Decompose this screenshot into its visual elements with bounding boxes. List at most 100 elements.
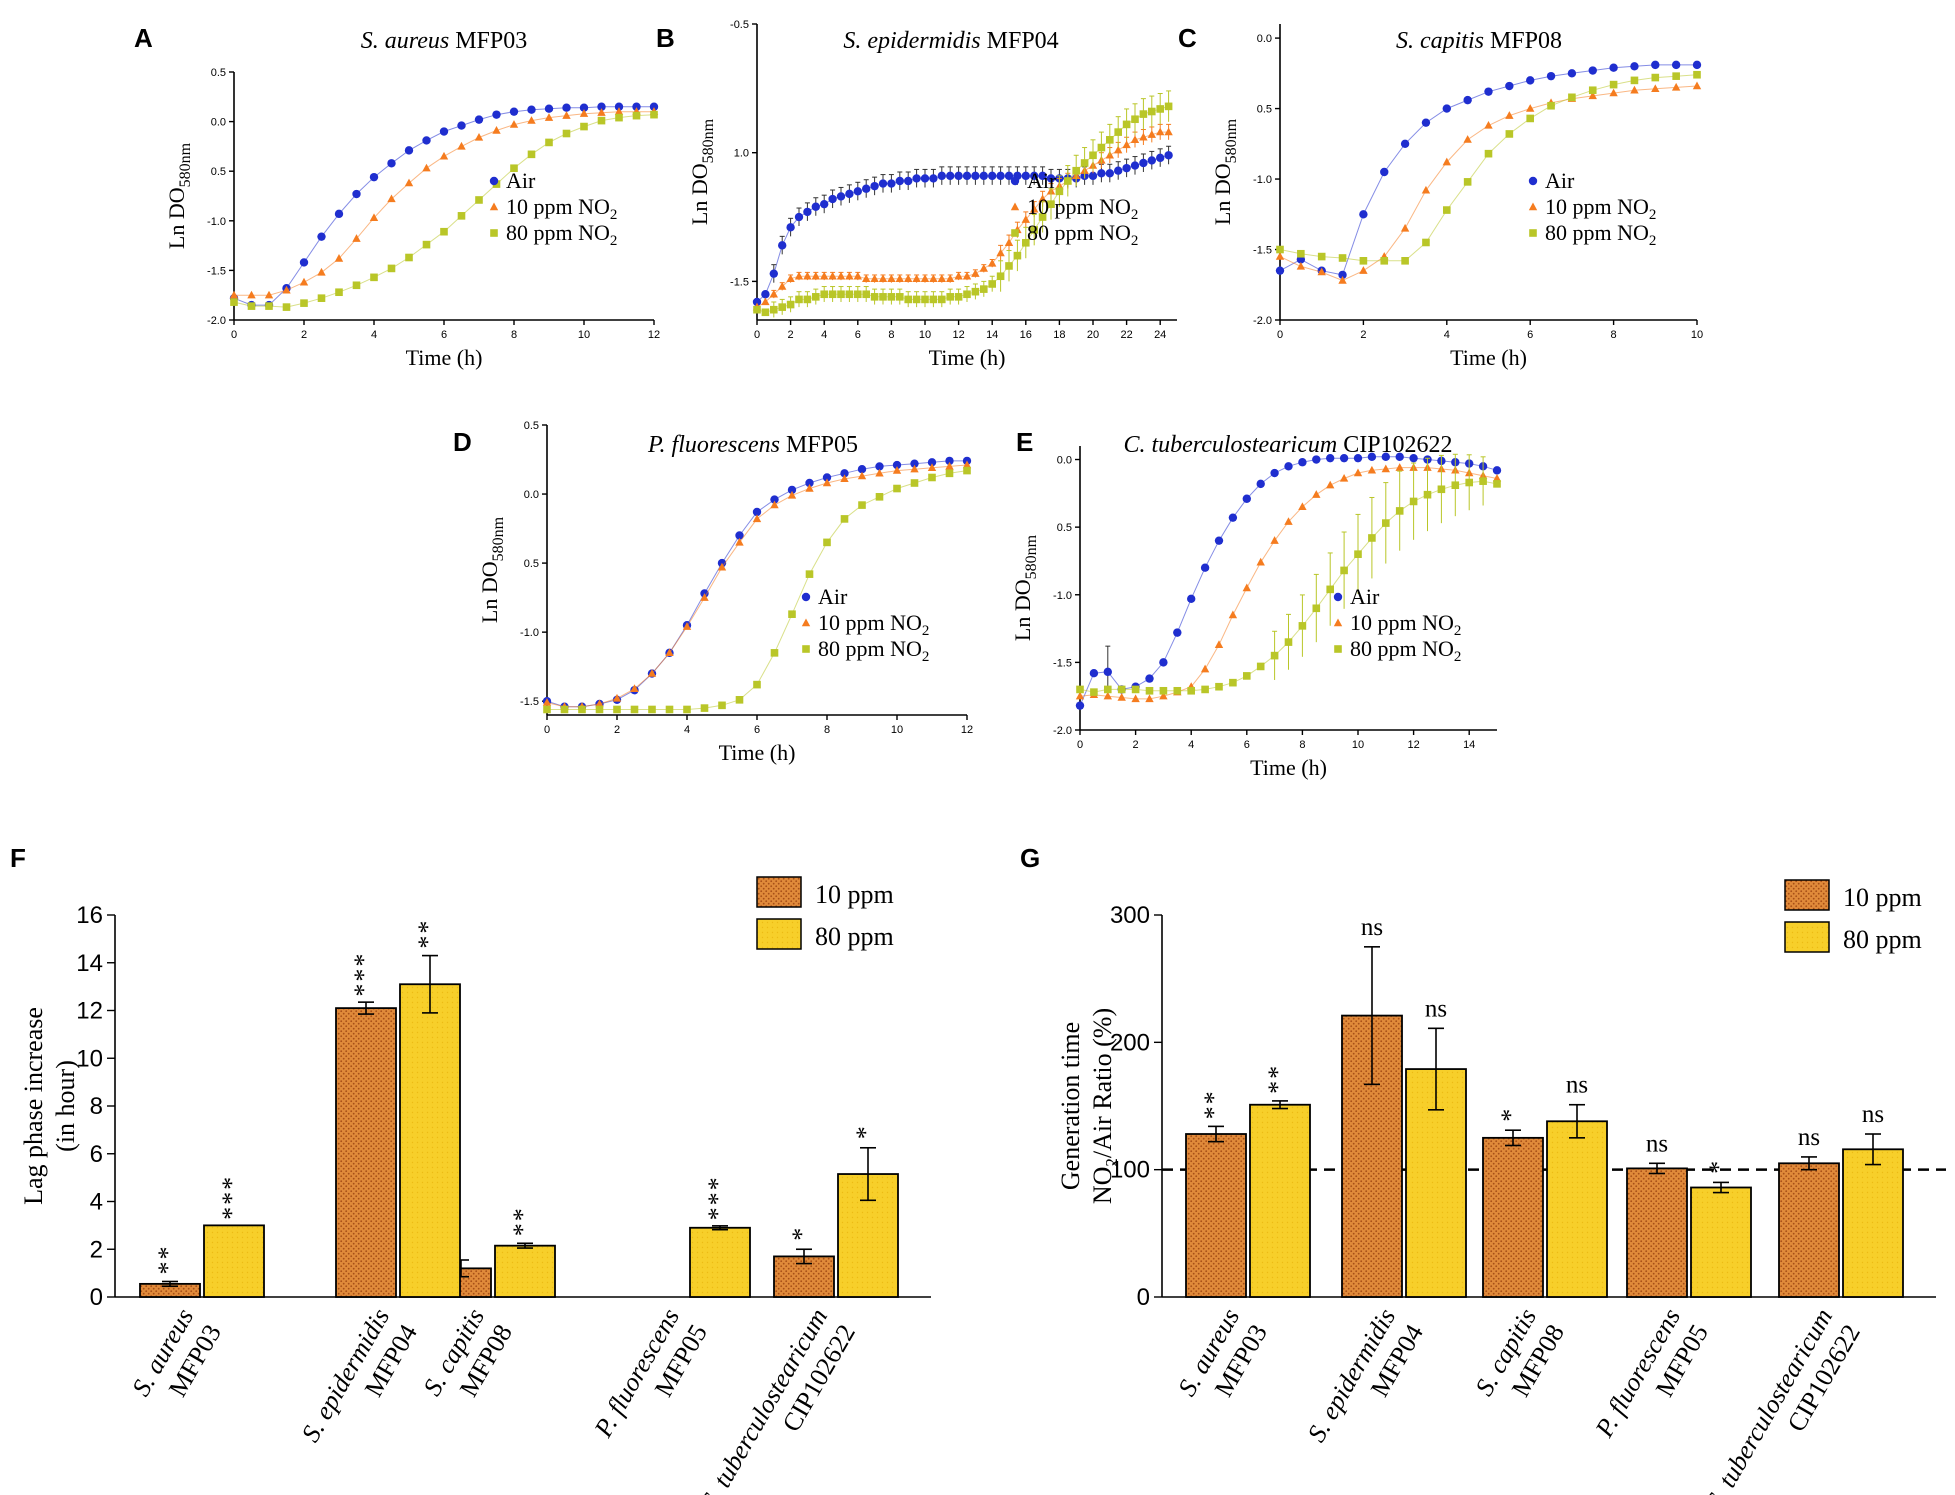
data-point — [422, 163, 431, 172]
data-point — [1547, 101, 1555, 110]
data-point — [910, 479, 919, 487]
data-point — [317, 232, 326, 241]
y-tick-label: -1.0 — [1053, 590, 1072, 602]
data-point — [1164, 151, 1173, 160]
data-point — [1359, 266, 1368, 274]
data-point — [562, 129, 571, 138]
data-point — [845, 271, 854, 280]
x-tick-label: 4 — [1188, 739, 1194, 751]
data-point — [1038, 171, 1047, 181]
data-point — [828, 271, 837, 280]
data-point — [1173, 628, 1182, 637]
category-label: S. aureusMFP03 — [1172, 1304, 1273, 1417]
data-point — [1484, 87, 1493, 96]
legend-label: 10 ppm — [1843, 883, 1922, 912]
data-point — [544, 104, 554, 113]
x-tick-label: 10 — [578, 329, 590, 341]
data-point — [1164, 127, 1173, 136]
data-point — [597, 116, 606, 125]
data-point — [1105, 169, 1115, 178]
data-point — [1409, 497, 1418, 506]
data-point — [805, 484, 814, 492]
data-point — [1443, 206, 1451, 214]
data-point — [996, 171, 1005, 181]
data-point — [1038, 213, 1047, 221]
data-point — [352, 189, 361, 199]
data-point — [770, 305, 778, 314]
data-point — [927, 463, 937, 472]
y-tick-label: 0 — [90, 1284, 103, 1311]
data-point — [1505, 81, 1514, 91]
data-point — [927, 458, 937, 467]
data-point — [1693, 70, 1701, 79]
data-point — [1492, 466, 1502, 475]
x-tick-label: 6 — [1244, 739, 1250, 751]
data-point — [1359, 210, 1368, 219]
data-point — [265, 302, 273, 310]
data-point — [614, 107, 624, 115]
data-point — [822, 478, 832, 487]
significance-label: ns — [1361, 914, 1383, 941]
data-point — [1075, 701, 1085, 710]
data-point — [1090, 688, 1098, 696]
y-tick-label: -1.5 — [1253, 245, 1272, 257]
data-point — [527, 150, 536, 159]
data-point — [1630, 85, 1639, 94]
data-point — [971, 287, 980, 296]
bar — [1249, 1103, 1311, 1298]
data-point — [778, 241, 787, 250]
data-point — [1088, 171, 1098, 181]
data-point — [1400, 139, 1410, 149]
data-point — [735, 537, 744, 546]
data-point — [1381, 464, 1390, 473]
data-point — [1380, 167, 1389, 177]
data-point — [1651, 73, 1660, 82]
panel-g: G 0 100 200 300 Generation time NO2/Air Ratio … — [1020, 843, 1946, 1495]
data-point — [648, 705, 656, 714]
y-tick-label: -1.0 — [520, 627, 539, 639]
y-tick-label: 0 — [1137, 1284, 1150, 1311]
data-point — [853, 187, 862, 196]
legend-label: Air — [1350, 584, 1380, 609]
data-point — [892, 466, 902, 474]
panel-label: C — [1178, 23, 1197, 53]
data-point — [988, 280, 996, 288]
data-point — [1228, 513, 1238, 522]
data-point — [545, 138, 553, 147]
data-point — [945, 469, 954, 478]
data-point — [247, 290, 256, 299]
data-point — [595, 699, 604, 708]
data-point — [1479, 477, 1487, 485]
data-point — [1297, 249, 1305, 258]
x-tick-label: 8 — [824, 724, 830, 736]
data-point — [1270, 536, 1279, 544]
data-point — [1692, 81, 1702, 90]
legend: 10 ppm 80 ppm — [756, 876, 894, 951]
y-tick-label: 200 — [1110, 1029, 1150, 1056]
y-axis-label: Ln DO580nm — [687, 118, 717, 225]
y-tick-label: 10 — [76, 1045, 103, 1072]
data-point — [1030, 171, 1039, 181]
legend-label: Air — [818, 584, 848, 609]
bar — [1842, 1148, 1904, 1298]
y-axis-label: Lag phase increase (in hour) — [19, 1007, 80, 1205]
data-point — [369, 172, 379, 182]
data-point — [786, 300, 795, 309]
data-point — [1312, 604, 1321, 613]
data-point — [870, 181, 879, 191]
data-point — [1156, 105, 1164, 113]
category-label: S. epidermidisMFP04 — [1302, 1304, 1429, 1463]
x-tick-label: 12 — [1407, 739, 1419, 751]
data-point — [794, 271, 804, 280]
data-point — [920, 274, 930, 283]
legend-label: 10 ppm NO2 — [818, 610, 929, 639]
data-point — [1275, 252, 1285, 260]
data-point — [1275, 266, 1285, 275]
data-point — [1076, 685, 1084, 694]
data-point — [820, 271, 829, 280]
legend-label: 10 ppm NO2 — [506, 194, 617, 223]
bar — [1185, 1133, 1247, 1298]
data-point — [912, 174, 921, 183]
